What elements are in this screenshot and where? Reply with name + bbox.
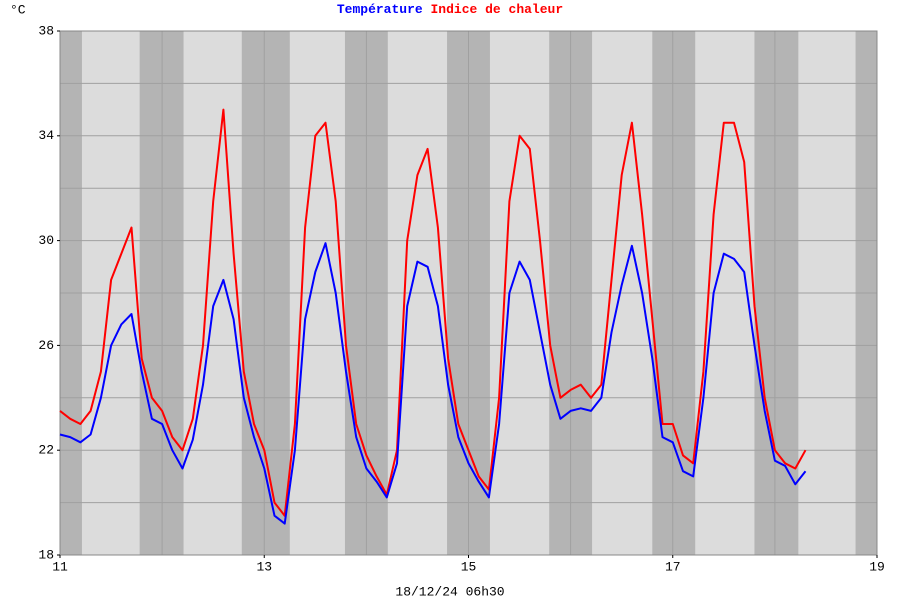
x-axis-label: 18/12/24 06h30 [395,584,504,599]
series-line [59,108,807,517]
series-line [59,242,807,525]
legend: Température Indice de chaleur [337,2,563,17]
y-tick-label: 30 [38,233,54,248]
x-tick-label: 17 [665,559,681,574]
y-tick-label: 22 [38,443,54,458]
legend-entry: Température [337,2,423,17]
legend-entry: Indice de chaleur [431,2,564,17]
x-tick-label: 13 [256,559,272,574]
y-tick-label: 38 [38,23,54,38]
y-tick-label: 34 [38,128,54,143]
y-axis-label: °C [10,2,26,17]
x-tick-label: 19 [869,559,885,574]
x-tick-label: 11 [52,559,68,574]
x-tick-label: 15 [461,559,477,574]
y-tick-label: 26 [38,338,54,353]
y-tick-label: 18 [38,547,54,562]
